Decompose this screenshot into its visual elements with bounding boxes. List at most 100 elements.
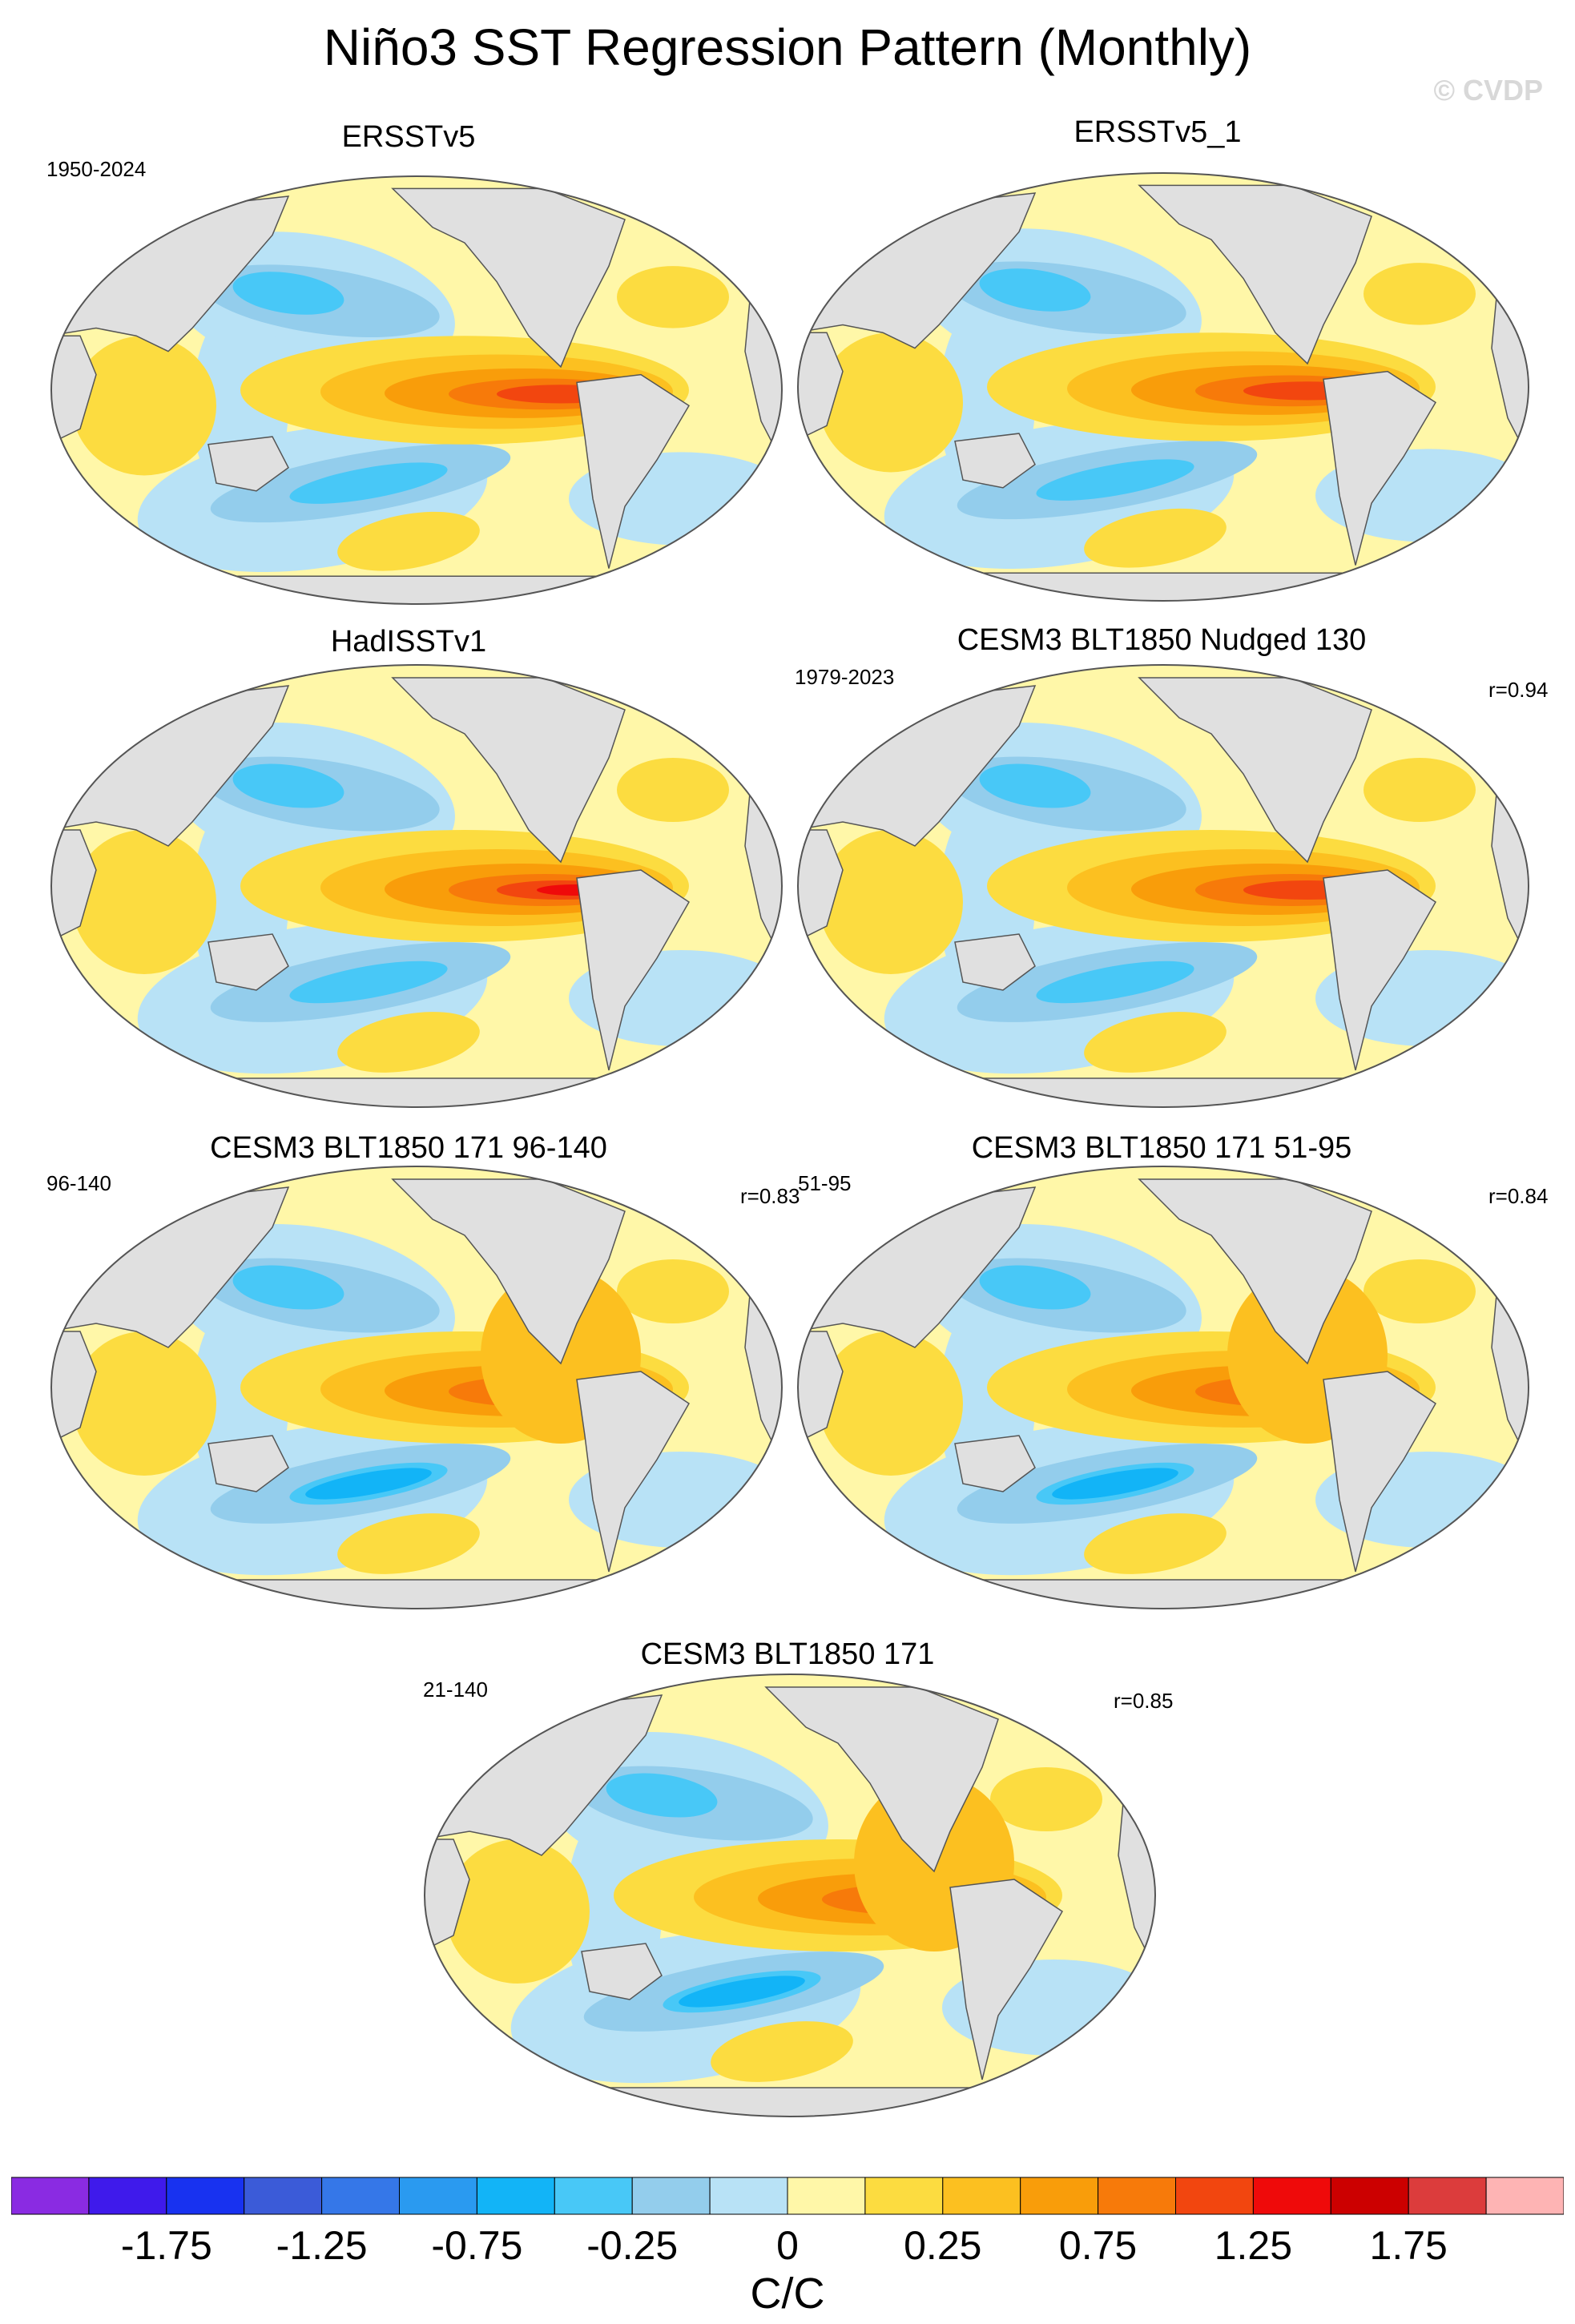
sst-contour-southern-pacific-warm [711, 2021, 853, 2082]
colorbar-box [1485, 2177, 1564, 2215]
landmass-south-america [576, 869, 690, 1071]
landmass-south-america [1323, 1371, 1436, 1573]
figure-title: Niño3 SST Regression Pattern (Monthly) [323, 18, 1252, 76]
landmass-australia [954, 933, 1036, 991]
sst-contour-indian-ocean-warm [819, 332, 963, 473]
sst-contour-south-pacific-strong [1052, 1468, 1178, 1500]
colorbar-tick-label: -0.75 [431, 2223, 523, 2268]
panel-title-nudged: CESM3 BLT1850 Nudged 130 [957, 623, 1367, 657]
landmass-australia [207, 436, 289, 492]
sst-contour-south-pacific-strong [305, 1468, 432, 1500]
colorbar-box [476, 2177, 555, 2215]
sst-contour-north-pacific-core [232, 1265, 344, 1310]
colorbar-box [942, 2177, 1021, 2215]
panel-right-label: r=0.94 [1488, 678, 1549, 702]
panel-right-label: r=0.85 [1114, 1689, 1174, 1713]
panel-left-label: 51-95 [798, 1171, 852, 1195]
colorbar-box [631, 2177, 711, 2215]
colorbar-tick-label: -0.25 [586, 2223, 679, 2268]
colorbar-box [1408, 2177, 1487, 2215]
panel-title-51-95: CESM3 BLT1850 171 51-95 [971, 1131, 1352, 1165]
landmass-africa-west [51, 1331, 97, 1445]
sst-contour-indian-ocean-warm [819, 1331, 963, 1476]
sst-contour-indian-ocean-warm [445, 1839, 590, 1984]
sst-contour-north-pacific-core [979, 763, 1091, 808]
sst-contour-southern-pacific-warm [337, 511, 480, 571]
map-outline [424, 1674, 1156, 2117]
sst-contour-indian-ocean-warm [72, 336, 216, 476]
landmass-south-america [576, 1371, 690, 1573]
sst-contour-north-atlantic-warm [1364, 263, 1476, 325]
sst-contour-southern-pacific-warm [1084, 1513, 1227, 1574]
colorbar-box [1330, 2177, 1409, 2215]
landmass-africa-west [798, 1331, 844, 1445]
panel-title-ersstv5-1: ERSSTv5_1 [1073, 115, 1242, 149]
landmass-australia [954, 1435, 1036, 1492]
colorbar-box [321, 2177, 401, 2215]
landmass-north-america [1138, 184, 1372, 365]
sst-contour-north-pacific-core [606, 1773, 718, 1818]
sst-contour-north-pacific-core [232, 763, 344, 808]
colorbar-tick-label: 0.75 [1058, 2223, 1138, 2268]
sst-contour-south-pacific-strong [679, 1976, 805, 2008]
colorbar-tick-label: 0.25 [904, 2223, 982, 2268]
sst-contour-north-pacific-core [232, 272, 344, 315]
sst-contour-south-pacific-core [289, 961, 448, 1004]
colorbar-box [709, 2177, 788, 2215]
colorbar-box [166, 2177, 245, 2215]
colorbar-tick-label: 0 [776, 2223, 799, 2268]
landmass-north-america [391, 677, 626, 864]
colorbar-box [88, 2177, 167, 2215]
map-outline [50, 175, 783, 605]
colorbar-box [1252, 2177, 1331, 2215]
sst-contour-southern-pacific-warm [337, 1012, 480, 1073]
sst-contour-south-pacific-core [1036, 961, 1194, 1004]
landmass-antarctica [51, 575, 782, 604]
landmass-australia [954, 433, 1036, 489]
sst-contour-north-pacific-core [979, 268, 1091, 312]
landmass-australia [207, 933, 289, 991]
sst-contour-north-atlantic-warm [617, 266, 729, 328]
landmass-australia [581, 1943, 663, 2000]
landmass-africa-west [51, 829, 97, 944]
map-171 [424, 1674, 1156, 2117]
panel-left-label: 21-140 [423, 1678, 488, 1702]
landmass-north-america [1138, 1178, 1372, 1365]
map-hadisstv1 [50, 664, 783, 1108]
sst-contour-north-pacific-core [979, 1265, 1091, 1310]
sst-contour-indian-ocean-warm [72, 830, 216, 974]
map-outline [797, 664, 1529, 1108]
landmass-africa-west [425, 1839, 470, 1953]
map-outline [797, 1166, 1529, 1609]
sst-contour-south-pacific-core [1036, 459, 1194, 501]
map-ersstv5 [50, 175, 783, 605]
map-outline [50, 664, 783, 1108]
landmass-africa-west [51, 335, 97, 445]
panel-left-label: 1950-2024 [46, 157, 147, 181]
colorbar-box [554, 2177, 633, 2215]
map-outline [50, 1166, 783, 1609]
colorbar-box [1098, 2177, 1176, 2215]
map-outline [797, 172, 1529, 602]
landmass-antarctica [51, 1579, 782, 1609]
colorbar-box [399, 2177, 477, 2215]
sst-contour-north-atlantic-warm [1364, 1259, 1476, 1323]
sst-contour-north-atlantic-warm [1364, 758, 1476, 822]
map-ersstv5-1 [797, 172, 1529, 602]
panel-left-label: 1979-2023 [795, 665, 895, 689]
panel-title-171: CESM3 BLT1850 171 [640, 1637, 935, 1671]
landmass-south-america [1323, 869, 1436, 1071]
panel-right-label: r=0.84 [1488, 1184, 1549, 1208]
cvdp-watermark: © CVDP [1433, 74, 1543, 107]
sst-contour-southern-pacific-warm [337, 1513, 480, 1574]
landmass-antarctica [798, 1077, 1529, 1107]
sst-contour-southern-pacific-warm [1084, 508, 1227, 568]
landmass-antarctica [425, 2087, 1155, 2117]
landmass-south-america [576, 373, 691, 569]
map-96-140 [50, 1166, 783, 1609]
colorbar-tick-label: -1.25 [276, 2223, 368, 2268]
colorbar-box [864, 2177, 944, 2215]
colorbar-box [11, 2177, 90, 2215]
panel-title-hadisstv1: HadISSTv1 [330, 625, 487, 659]
landmass-south-america [949, 1879, 1063, 2080]
